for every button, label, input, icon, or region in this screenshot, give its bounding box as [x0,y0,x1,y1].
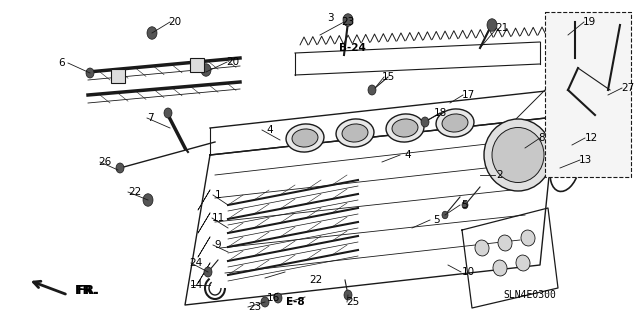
Text: 20: 20 [168,17,182,27]
Text: 23: 23 [341,17,355,27]
Ellipse shape [292,129,318,147]
Text: 21: 21 [495,23,509,33]
Ellipse shape [442,211,448,219]
Ellipse shape [368,85,376,95]
Text: 17: 17 [461,90,475,100]
Text: B-24: B-24 [339,43,365,53]
Text: 4: 4 [267,125,273,135]
Ellipse shape [492,128,544,182]
Text: 16: 16 [266,293,280,303]
Text: 19: 19 [582,17,596,27]
Text: 15: 15 [381,72,395,82]
Text: FR.: FR. [77,284,100,296]
Ellipse shape [617,16,627,28]
Text: 8: 8 [539,133,545,143]
Text: 13: 13 [579,155,591,165]
Ellipse shape [261,297,269,307]
Text: E-8: E-8 [285,297,304,307]
Ellipse shape [201,64,211,76]
Text: 5: 5 [461,200,468,210]
Ellipse shape [475,240,489,256]
Text: 3: 3 [326,13,333,23]
Text: 1: 1 [214,190,221,200]
Text: 22: 22 [129,187,141,197]
Ellipse shape [516,255,530,271]
Text: 24: 24 [189,258,203,268]
Ellipse shape [336,119,374,147]
Text: 14: 14 [189,280,203,290]
Text: 25: 25 [346,297,360,307]
Text: 20: 20 [227,57,239,67]
Text: 26: 26 [99,157,111,167]
Text: 2: 2 [497,170,503,180]
Text: 11: 11 [211,213,225,223]
Text: 27: 27 [621,83,635,93]
Ellipse shape [342,124,368,142]
Ellipse shape [147,27,157,39]
Ellipse shape [421,117,429,127]
Text: FR.: FR. [75,284,98,296]
Ellipse shape [493,260,507,276]
Ellipse shape [343,14,353,26]
Text: 12: 12 [584,133,598,143]
Ellipse shape [392,119,418,137]
Text: 4: 4 [404,150,412,160]
Ellipse shape [143,194,153,206]
Ellipse shape [462,201,468,209]
Ellipse shape [204,267,212,277]
Ellipse shape [436,109,474,137]
Text: 6: 6 [59,58,65,68]
Ellipse shape [498,235,512,251]
Ellipse shape [86,68,94,78]
Ellipse shape [164,108,172,118]
Ellipse shape [386,114,424,142]
Text: 22: 22 [309,275,323,285]
Ellipse shape [565,152,575,164]
Bar [190,58,204,72]
Bar [111,69,125,83]
Ellipse shape [116,163,124,173]
Ellipse shape [487,19,497,31]
Text: 10: 10 [461,267,475,277]
Ellipse shape [274,293,282,303]
Text: 5: 5 [434,215,440,225]
Ellipse shape [570,132,580,144]
Text: 9: 9 [214,240,221,250]
Text: 7: 7 [147,113,154,123]
Ellipse shape [442,114,468,132]
Ellipse shape [286,124,324,152]
Ellipse shape [484,119,552,191]
Ellipse shape [521,230,535,246]
Text: SLN4E0300: SLN4E0300 [504,290,556,300]
Ellipse shape [570,14,580,26]
Text: 23: 23 [248,302,262,312]
Bar [545,12,631,177]
Text: 18: 18 [433,108,447,118]
Ellipse shape [344,290,352,300]
